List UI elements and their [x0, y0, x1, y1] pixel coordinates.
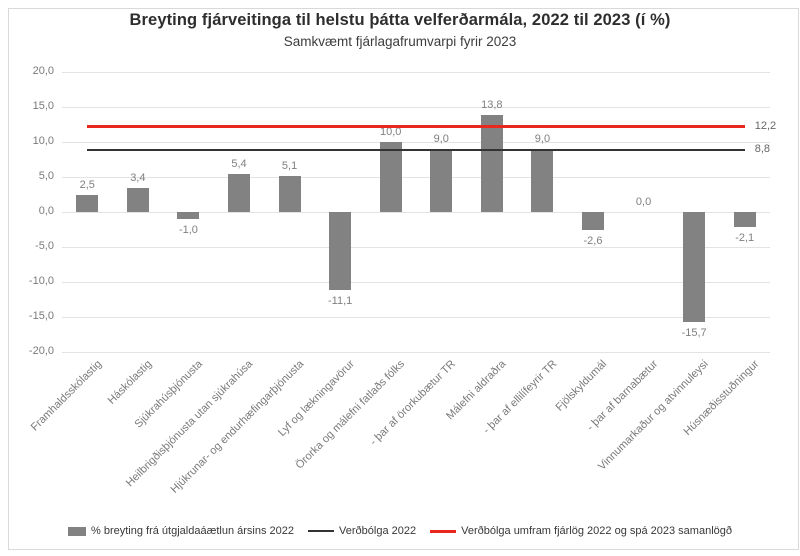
bar-value-label: 5,4 — [231, 158, 247, 171]
y-axis-tick-label: 0,0 — [38, 205, 54, 217]
bar-value-label: -2,1 — [735, 231, 755, 244]
legend-label-bar-series: % breyting frá útgjaldaáætlun ársins 202… — [91, 525, 295, 537]
y-axis-tick-label: 10,0 — [32, 135, 54, 147]
x-axis-label: Framhaldsskólastig — [28, 358, 104, 434]
y-axis-tick-label: -5,0 — [35, 240, 54, 252]
y-axis-tick-label: 5,0 — [38, 170, 54, 182]
title-block: Breyting fjárveitinga til helstu þátta v… — [0, 11, 800, 49]
gridline — [62, 246, 770, 248]
inflation-2022-line — [87, 149, 745, 152]
x-axis-label: Fjölskyldumál — [553, 358, 610, 414]
bar-value-label: -2,6 — [583, 235, 603, 248]
bar-value-label: 10,0 — [379, 126, 402, 138]
bar — [278, 176, 301, 212]
bar — [531, 149, 554, 212]
bar — [430, 149, 453, 212]
x-axis-label: Háskólastig — [105, 358, 155, 407]
bar — [177, 212, 200, 219]
gridline — [62, 316, 770, 318]
reference-line-label: 12,2 — [754, 119, 777, 132]
bar-value-label: 13,8 — [481, 99, 503, 112]
x-axis-label: Vinnumarkaður og atvinnuleysi — [595, 358, 711, 473]
bar — [76, 194, 99, 212]
legend-red-line-swatch — [430, 529, 457, 533]
gridline — [62, 281, 770, 283]
y-axis-tick-label: -15,0 — [28, 310, 54, 322]
legend-label-inflation-2022: Verðbólga 2022 — [339, 525, 417, 537]
x-axis-label: - þar af örorkubætur TR — [367, 358, 458, 449]
gridline — [62, 211, 770, 213]
bar-value-label: -15,7 — [681, 326, 707, 339]
bar — [683, 212, 706, 322]
gridline — [62, 176, 770, 178]
bar-value-label: 5,1 — [281, 160, 298, 173]
gridline — [62, 71, 770, 73]
legend-item-bar-series: % breyting frá útgjaldaáætlun ársins 202… — [68, 525, 294, 537]
excess-inflation-line — [87, 125, 745, 129]
x-axis-label: Örorka og málefni fatlaðs fólks — [293, 358, 408, 472]
chart-title: Breyting fjárveitinga til helstu þátta v… — [129, 11, 671, 29]
y-axis-tick-label: -20,0 — [28, 345, 54, 357]
bar-value-label: 2,5 — [79, 178, 95, 191]
gridline — [62, 351, 770, 353]
y-axis-tick-label: -10,0 — [28, 275, 54, 287]
legend-black-line-swatch — [308, 530, 335, 532]
chart-subtitle: Samkvæmt fjárlagafrumvarpi fyrir 2023 — [283, 34, 517, 49]
legend-item-inflation-2022: Verðbólga 2022 — [308, 525, 416, 537]
legend: % breyting frá útgjaldaáætlun ársins 202… — [0, 525, 800, 537]
bar — [733, 212, 756, 227]
bar-value-label: -1,0 — [178, 224, 198, 236]
legend-bar-swatch — [68, 526, 86, 536]
bar — [379, 142, 402, 212]
gridline — [62, 141, 770, 143]
legend-label-inflation-excess: Verðbólga umfram fjárlög 2022 og spá 202… — [461, 525, 732, 537]
gridline — [62, 106, 770, 108]
bar-value-label: 9,0 — [534, 133, 551, 145]
bar-value-label: -11,1 — [328, 294, 353, 307]
bar-value-label: 0,0 — [635, 196, 652, 208]
reference-line-label: 8,8 — [754, 143, 770, 156]
legend-item-inflation-excess: Verðbólga umfram fjárlög 2022 og spá 202… — [430, 525, 732, 537]
bar — [126, 188, 149, 212]
y-axis-tick-label: 15,0 — [32, 100, 54, 112]
bar — [329, 212, 352, 290]
bar-value-label: 9,0 — [433, 133, 449, 145]
bar-value-label: 3,4 — [130, 172, 146, 185]
bar — [228, 174, 250, 212]
y-axis-tick-label: 20,0 — [32, 65, 54, 77]
bar — [582, 212, 604, 231]
bar — [480, 115, 503, 212]
